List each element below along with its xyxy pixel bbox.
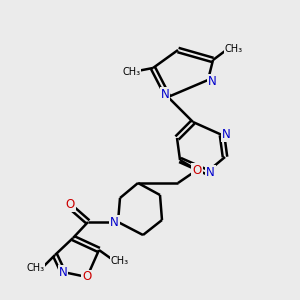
Text: O: O — [82, 271, 91, 284]
Text: CH₃: CH₃ — [111, 256, 129, 266]
Text: N: N — [208, 75, 217, 88]
Text: N: N — [160, 88, 169, 100]
Text: CH₃: CH₃ — [26, 263, 44, 273]
Text: O: O — [66, 199, 75, 212]
Text: N: N — [110, 215, 119, 229]
Text: O: O — [192, 164, 202, 176]
Text: N: N — [206, 166, 215, 178]
Text: CH₃: CH₃ — [122, 67, 140, 77]
Text: CH₃: CH₃ — [224, 44, 242, 55]
Text: N: N — [58, 266, 68, 278]
Text: N: N — [222, 128, 231, 142]
